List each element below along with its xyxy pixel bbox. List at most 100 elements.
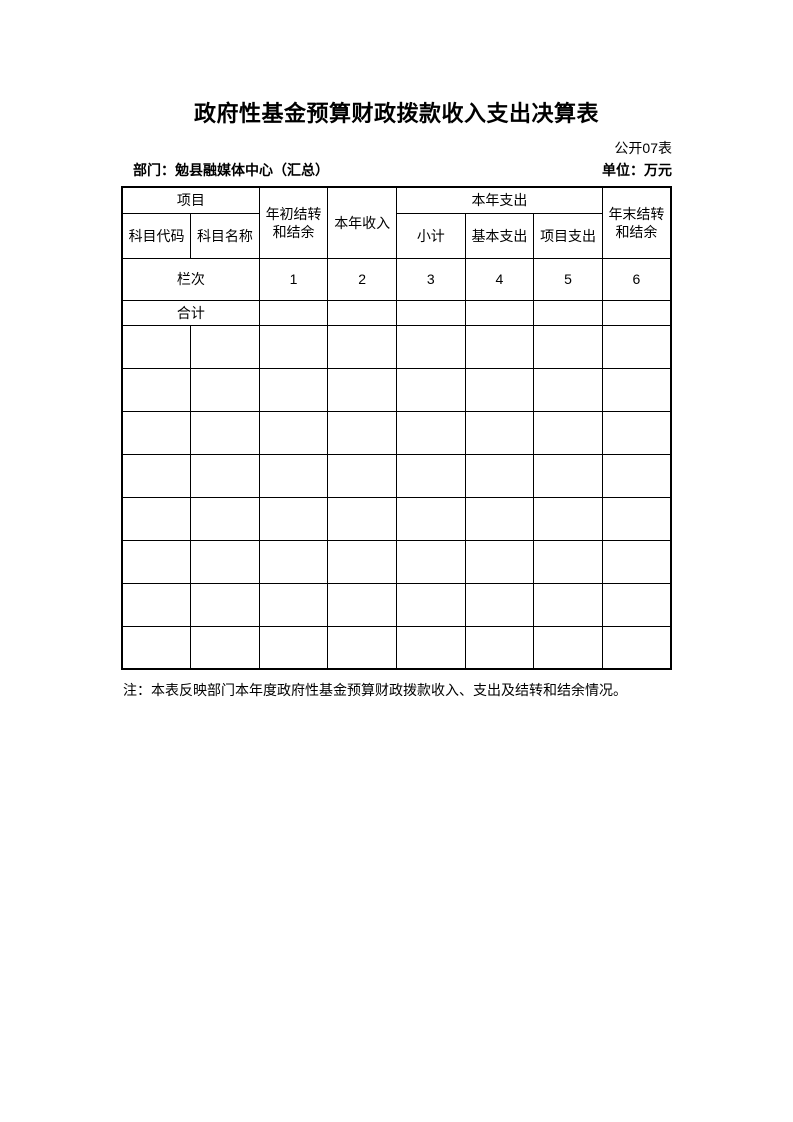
header-project: 项目 bbox=[121, 186, 260, 214]
empty-data-row bbox=[121, 367, 672, 412]
header-row-top: 项目 年初结转 和结余 本年收入 本年支出 年末结转 和结余 bbox=[121, 186, 672, 259]
empty-cell bbox=[464, 539, 535, 584]
header-begin-balance: 年初结转 和结余 bbox=[258, 186, 329, 259]
column-number: 2 bbox=[327, 257, 397, 301]
empty-cell bbox=[464, 625, 535, 670]
total-row: 合计 bbox=[121, 299, 672, 326]
header-subject-name: 科目名称 bbox=[190, 212, 260, 259]
empty-cell bbox=[121, 324, 192, 369]
header-subject-code: 科目代码 bbox=[121, 212, 192, 259]
empty-cell bbox=[396, 625, 466, 670]
empty-cell bbox=[464, 453, 535, 498]
header-project-expenditure: 项目支出 bbox=[533, 212, 603, 259]
empty-cell bbox=[327, 367, 397, 412]
empty-cell bbox=[327, 324, 397, 369]
empty-cell bbox=[327, 582, 397, 627]
empty-cell bbox=[258, 582, 329, 627]
empty-cell bbox=[190, 453, 260, 498]
empty-cell bbox=[396, 539, 466, 584]
empty-cell bbox=[258, 367, 329, 412]
empty-cell bbox=[533, 582, 603, 627]
empty-cell bbox=[190, 582, 260, 627]
column-number: 3 bbox=[396, 257, 466, 301]
empty-cell bbox=[190, 496, 260, 541]
empty-cell bbox=[533, 367, 603, 412]
empty-cell bbox=[190, 625, 260, 670]
column-index-label: 栏次 bbox=[121, 257, 260, 301]
empty-cell bbox=[601, 324, 672, 369]
column-number: 1 bbox=[258, 257, 329, 301]
column-index-row: 栏次 1 2 3 4 5 6 bbox=[121, 257, 672, 301]
empty-cell bbox=[601, 367, 672, 412]
empty-cell bbox=[464, 367, 535, 412]
empty-data-row bbox=[121, 539, 672, 584]
header-year-income: 本年收入 bbox=[327, 186, 397, 259]
empty-cell bbox=[601, 539, 672, 584]
empty-cell bbox=[190, 324, 260, 369]
empty-cell bbox=[464, 496, 535, 541]
total-value-cell bbox=[327, 299, 397, 326]
total-value-cell bbox=[464, 299, 535, 326]
empty-cell bbox=[533, 625, 603, 670]
header-end-balance: 年末结转 和结余 bbox=[601, 186, 672, 259]
table-label: 公开07表 bbox=[614, 140, 672, 156]
header-year-expenditure: 本年支出 bbox=[396, 186, 603, 214]
empty-cell bbox=[121, 539, 192, 584]
empty-cell bbox=[258, 324, 329, 369]
empty-cell bbox=[327, 410, 397, 455]
empty-cell bbox=[464, 582, 535, 627]
empty-data-row bbox=[121, 625, 672, 670]
empty-cell bbox=[533, 324, 603, 369]
empty-cell bbox=[258, 453, 329, 498]
empty-data-row bbox=[121, 324, 672, 369]
column-number: 5 bbox=[533, 257, 603, 301]
total-value-cell bbox=[258, 299, 329, 326]
empty-cell bbox=[190, 410, 260, 455]
empty-cell bbox=[533, 496, 603, 541]
total-value-cell bbox=[396, 299, 466, 326]
empty-cell bbox=[258, 410, 329, 455]
meta-line: 部门：勉县融媒体中心（汇总） 单位：万元 bbox=[121, 160, 672, 180]
empty-cell bbox=[121, 410, 192, 455]
empty-data-row bbox=[121, 496, 672, 541]
empty-cell bbox=[327, 453, 397, 498]
empty-cell bbox=[601, 582, 672, 627]
empty-cell bbox=[190, 539, 260, 584]
empty-data-row bbox=[121, 410, 672, 455]
total-label: 合计 bbox=[121, 299, 260, 326]
empty-cell bbox=[601, 453, 672, 498]
header-subtotal: 小计 bbox=[396, 212, 466, 259]
header-row-bottom: 科目代码 科目名称 小计 基本支出 项目支出 bbox=[121, 212, 671, 259]
empty-cell bbox=[601, 410, 672, 455]
empty-cell bbox=[396, 410, 466, 455]
empty-cell bbox=[121, 625, 192, 670]
empty-cell bbox=[533, 453, 603, 498]
empty-cell bbox=[601, 496, 672, 541]
column-number: 4 bbox=[464, 257, 535, 301]
total-value-cell bbox=[533, 299, 603, 326]
empty-cell bbox=[464, 410, 535, 455]
empty-cell bbox=[533, 539, 603, 584]
footnote: 注：本表反映部门本年度政府性基金预算财政拨款收入、支出及结转和结余情况。 bbox=[123, 684, 627, 699]
empty-cell bbox=[464, 324, 535, 369]
empty-data-row bbox=[121, 582, 672, 627]
empty-cell bbox=[121, 367, 192, 412]
table-body: 项目 年初结转 和结余 本年收入 本年支出 年末结转 和结余 科目代码 科目名称… bbox=[121, 186, 672, 670]
column-number: 6 bbox=[601, 257, 672, 301]
empty-cell bbox=[327, 625, 397, 670]
empty-cell bbox=[327, 539, 397, 584]
empty-cell bbox=[396, 367, 466, 412]
empty-cell bbox=[190, 367, 260, 412]
empty-cell bbox=[396, 324, 466, 369]
header-basic-expenditure: 基本支出 bbox=[464, 212, 535, 259]
empty-cell bbox=[396, 582, 466, 627]
empty-cell bbox=[121, 496, 192, 541]
empty-cell bbox=[121, 582, 192, 627]
page-title: 政府性基金预算财政拨款收入支出决算表 bbox=[193, 101, 599, 126]
empty-cell bbox=[396, 496, 466, 541]
empty-cell bbox=[258, 496, 329, 541]
department-label: 部门：勉县融媒体中心（汇总） bbox=[133, 162, 329, 178]
total-value-cell bbox=[601, 299, 672, 326]
empty-cell bbox=[258, 625, 329, 670]
